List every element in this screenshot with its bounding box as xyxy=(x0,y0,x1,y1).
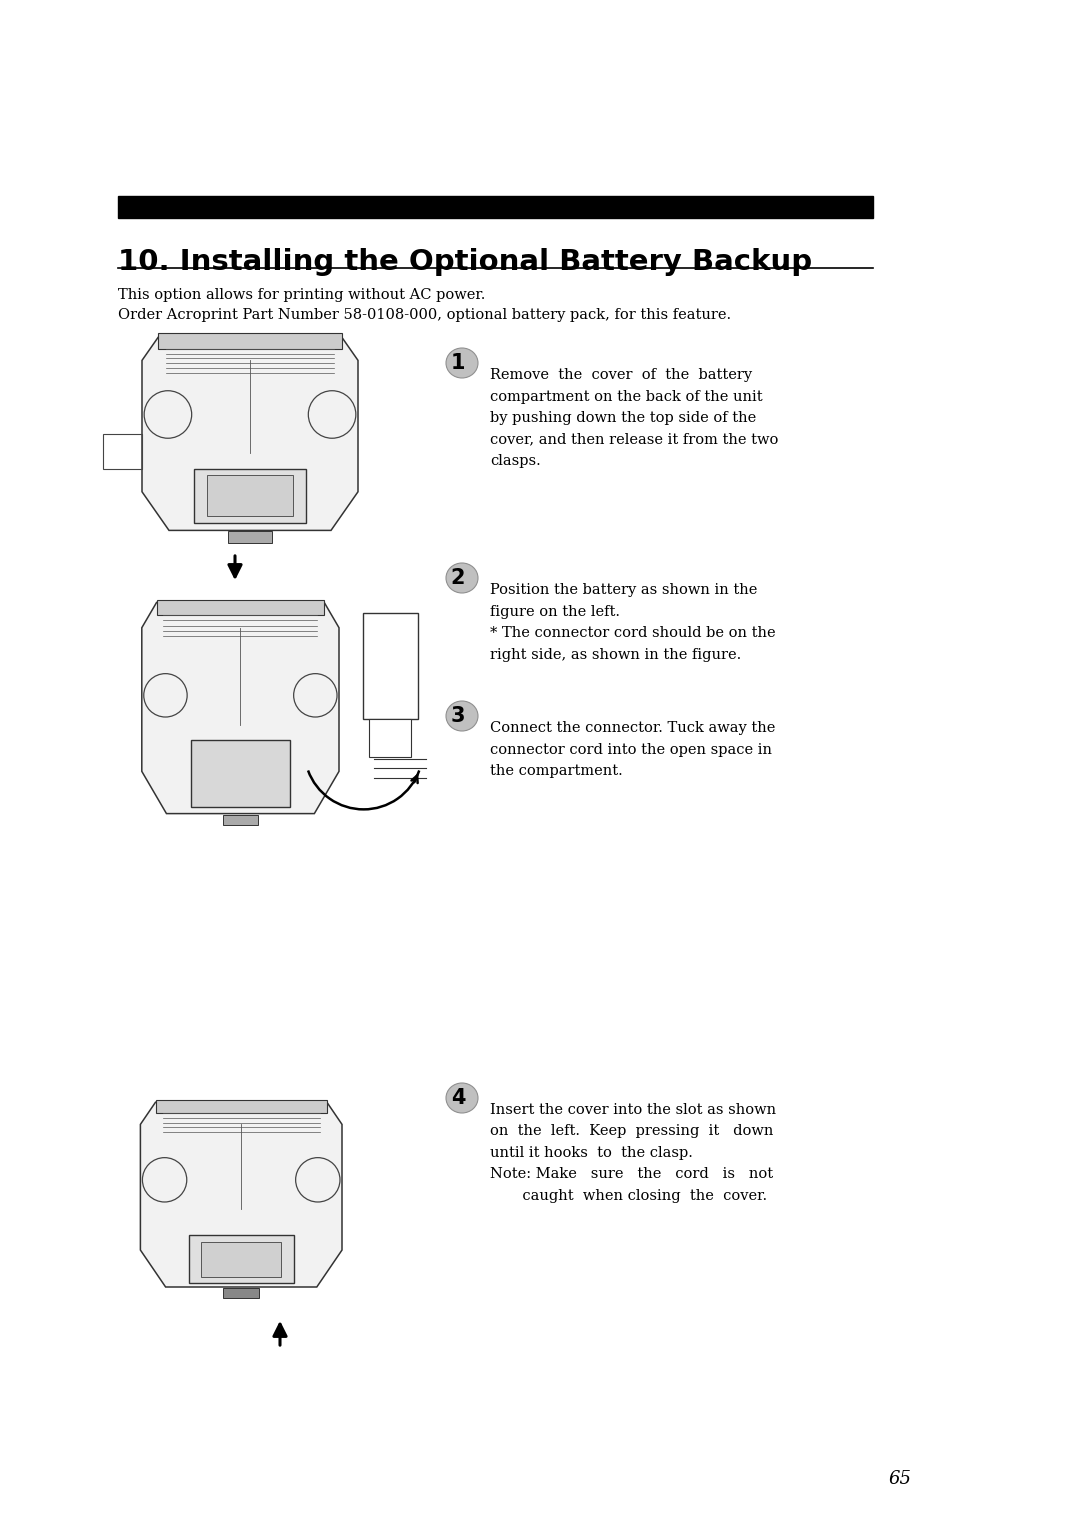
Bar xyxy=(369,718,410,756)
Bar xyxy=(228,532,271,542)
Text: until it hooks  to  the clasp.: until it hooks to the clasp. xyxy=(490,1146,693,1160)
Text: on  the  left.  Keep  pressing  it   down: on the left. Keep pressing it down xyxy=(490,1125,773,1138)
Text: caught  when closing  the  cover.: caught when closing the cover. xyxy=(490,1189,767,1203)
Bar xyxy=(118,196,873,219)
Text: connector cord into the open space in: connector cord into the open space in xyxy=(490,743,772,756)
Bar xyxy=(201,1242,281,1277)
Ellipse shape xyxy=(446,1083,478,1112)
Text: This option allows for printing without AC power.: This option allows for printing without … xyxy=(118,287,485,303)
Text: 2: 2 xyxy=(450,568,465,588)
Text: clasps.: clasps. xyxy=(490,454,541,468)
Text: Position the battery as shown in the: Position the battery as shown in the xyxy=(490,584,757,597)
Bar xyxy=(156,1100,327,1114)
Text: Remove  the  cover  of  the  battery: Remove the cover of the battery xyxy=(490,368,752,382)
Ellipse shape xyxy=(446,348,478,377)
Text: cover, and then release it from the two: cover, and then release it from the two xyxy=(490,432,779,446)
Bar xyxy=(103,434,141,469)
Text: 65: 65 xyxy=(889,1470,912,1488)
Ellipse shape xyxy=(446,701,478,730)
Text: figure on the left.: figure on the left. xyxy=(490,605,620,619)
Polygon shape xyxy=(140,1102,342,1287)
Text: 4: 4 xyxy=(450,1088,465,1108)
Text: Connect the connector. Tuck away the: Connect the connector. Tuck away the xyxy=(490,721,775,735)
Bar xyxy=(363,613,418,718)
Bar xyxy=(157,601,324,616)
Bar xyxy=(222,814,258,825)
Bar xyxy=(189,1235,294,1284)
Bar xyxy=(158,333,341,348)
Text: Insert the cover into the slot as shown: Insert the cover into the slot as shown xyxy=(490,1103,777,1117)
Text: Order Acroprint Part Number 58-0108-000, optional battery pack, for this feature: Order Acroprint Part Number 58-0108-000,… xyxy=(118,309,731,322)
Text: * The connector cord should be on the: * The connector cord should be on the xyxy=(490,626,775,640)
Polygon shape xyxy=(141,338,357,530)
Text: compartment on the back of the unit: compartment on the back of the unit xyxy=(490,390,762,403)
Bar xyxy=(207,475,293,516)
Text: right side, as shown in the figure.: right side, as shown in the figure. xyxy=(490,648,741,662)
Ellipse shape xyxy=(446,562,478,593)
Text: 3: 3 xyxy=(450,706,465,726)
Bar xyxy=(224,1288,259,1299)
Text: 1: 1 xyxy=(450,353,465,373)
Text: by pushing down the top side of the: by pushing down the top side of the xyxy=(490,411,756,425)
Bar xyxy=(191,740,289,807)
Text: Note: Make   sure   the   cord   is   not: Note: Make sure the cord is not xyxy=(490,1167,773,1181)
Polygon shape xyxy=(141,602,339,813)
Bar xyxy=(193,469,306,523)
Text: the compartment.: the compartment. xyxy=(490,764,623,778)
Text: 10. Installing the Optional Battery Backup: 10. Installing the Optional Battery Back… xyxy=(118,248,812,277)
